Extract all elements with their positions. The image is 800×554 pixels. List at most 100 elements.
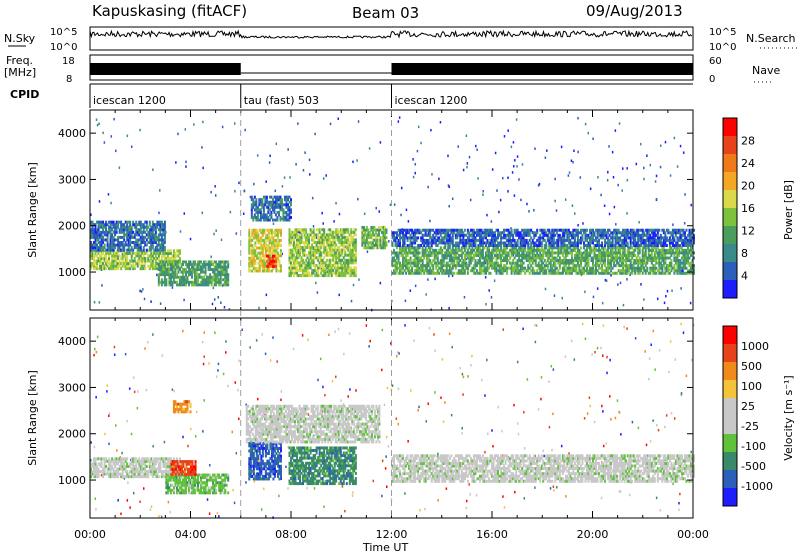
data-cell bbox=[250, 198, 253, 202]
data-cell bbox=[294, 256, 297, 260]
data-cell bbox=[530, 236, 533, 240]
data-cell bbox=[154, 267, 157, 271]
data-cell bbox=[478, 246, 481, 250]
data-cell bbox=[670, 251, 673, 255]
data-cell bbox=[498, 231, 501, 235]
data-cell bbox=[342, 266, 345, 270]
data-cell bbox=[590, 246, 593, 250]
data-cell bbox=[620, 264, 623, 268]
data-cell bbox=[261, 259, 264, 263]
data-cell bbox=[135, 228, 138, 232]
scatter-cell bbox=[608, 212, 611, 216]
data-cell bbox=[619, 259, 622, 263]
data-cell bbox=[171, 280, 174, 284]
data-cell bbox=[622, 248, 625, 252]
scatter-cell bbox=[600, 193, 602, 197]
data-cell bbox=[312, 253, 315, 257]
data-cell bbox=[498, 251, 501, 255]
data-cell bbox=[402, 246, 405, 250]
data-cell bbox=[315, 241, 318, 244]
data-cell bbox=[525, 253, 528, 257]
data-cell bbox=[540, 269, 543, 273]
data-cell bbox=[534, 261, 537, 265]
data-cell bbox=[412, 259, 415, 263]
data-cell bbox=[160, 278, 163, 282]
data-cell bbox=[415, 271, 418, 275]
data-cell bbox=[487, 248, 490, 252]
data-cell bbox=[512, 244, 515, 247]
data-cell bbox=[344, 269, 347, 272]
data-cell bbox=[249, 256, 252, 260]
data-cell bbox=[108, 262, 111, 266]
data-cell bbox=[693, 251, 696, 255]
data-cell bbox=[118, 264, 121, 268]
data-cell bbox=[305, 266, 308, 270]
cpid-segments: icescan 1200 tau (fast) 503 icescan 1200 bbox=[89, 84, 467, 108]
data-cell bbox=[320, 243, 323, 247]
data-cell bbox=[333, 238, 336, 242]
data-cell bbox=[294, 243, 297, 247]
data-cell bbox=[289, 269, 293, 272]
data-cell bbox=[302, 248, 305, 252]
data-cell bbox=[94, 246, 97, 250]
data-cell bbox=[348, 251, 351, 255]
data-cell bbox=[533, 233, 536, 237]
data-cell bbox=[323, 238, 326, 242]
data-cell bbox=[567, 266, 570, 270]
data-cell bbox=[114, 225, 117, 229]
data-cell bbox=[460, 253, 463, 257]
data-cell bbox=[345, 228, 348, 232]
data-cell bbox=[154, 251, 157, 255]
data-cell bbox=[166, 260, 169, 264]
data-cell bbox=[656, 253, 659, 257]
data-cell bbox=[270, 205, 273, 209]
data-cell bbox=[136, 246, 139, 250]
data-cell bbox=[561, 253, 564, 257]
data-cell bbox=[495, 266, 498, 270]
data-cell bbox=[201, 270, 204, 274]
data-cell bbox=[291, 269, 294, 272]
data-cell bbox=[447, 244, 450, 247]
data-cell bbox=[297, 246, 300, 250]
data-cell bbox=[333, 241, 336, 244]
data-cell bbox=[177, 265, 180, 269]
data-cell bbox=[421, 241, 424, 245]
data-cell bbox=[118, 262, 121, 266]
data-cell bbox=[120, 267, 123, 271]
data-cell bbox=[130, 241, 133, 244]
data-cell bbox=[112, 248, 115, 252]
data-cell bbox=[97, 220, 100, 224]
data-cell bbox=[435, 228, 438, 232]
data-cell bbox=[436, 269, 439, 273]
data-cell bbox=[450, 248, 453, 252]
data-cell bbox=[169, 278, 172, 282]
data-cell bbox=[276, 195, 279, 199]
data-cell bbox=[513, 231, 516, 235]
data-cell bbox=[585, 253, 588, 257]
data-cell bbox=[451, 244, 454, 247]
data-cell bbox=[186, 263, 189, 266]
data-cell bbox=[441, 271, 444, 275]
data-cell bbox=[278, 244, 281, 247]
data-cell bbox=[405, 251, 408, 255]
data-cell bbox=[97, 248, 100, 252]
data-cell bbox=[138, 262, 141, 266]
data-cell bbox=[333, 263, 336, 267]
data-cell bbox=[376, 233, 379, 237]
data-cell bbox=[121, 254, 124, 258]
data-cell bbox=[201, 275, 204, 279]
data-cell bbox=[540, 236, 543, 240]
data-cell bbox=[396, 241, 399, 245]
data-cell bbox=[333, 251, 336, 255]
data-cell bbox=[300, 274, 303, 278]
data-cell bbox=[259, 213, 262, 217]
data-cell bbox=[139, 228, 142, 232]
scatter-cell bbox=[672, 223, 674, 226]
data-cell bbox=[367, 231, 370, 235]
data-cell bbox=[157, 241, 160, 244]
data-cell bbox=[521, 246, 524, 250]
data-cell bbox=[421, 261, 424, 265]
data-cell bbox=[424, 269, 427, 273]
data-cell bbox=[154, 262, 157, 266]
data-cell bbox=[115, 238, 118, 242]
